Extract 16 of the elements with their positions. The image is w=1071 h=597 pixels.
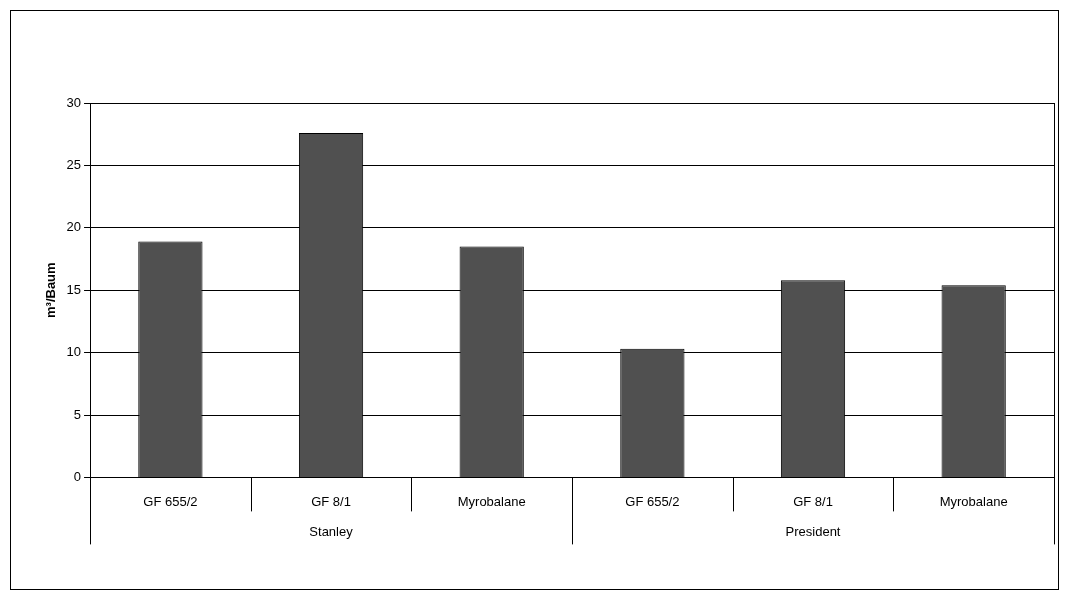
y-tick-label: 0: [73, 468, 82, 484]
y-tick-label: 5: [73, 406, 82, 422]
x-tick-label: GF 8/1: [311, 493, 351, 509]
y-tick-label: 10: [66, 344, 82, 360]
text: Stanley: [309, 523, 354, 539]
x-tick-label: GF 655/2: [143, 493, 198, 509]
x-tick-label: Myrobalane: [457, 493, 526, 509]
x-tick-label: Myrobalane: [939, 493, 1008, 509]
y-tick-label: 20: [66, 219, 82, 235]
x-tick-label: GF 8/1: [793, 493, 833, 509]
x-tick-label: GF 655/2: [625, 493, 680, 509]
text: President: [785, 523, 841, 539]
y-tick-label: 15: [66, 281, 82, 297]
y-tick-label: 25: [66, 156, 82, 172]
y-tick-label: 30: [66, 94, 82, 110]
y-axis-title: m³/Baum: [43, 262, 59, 319]
